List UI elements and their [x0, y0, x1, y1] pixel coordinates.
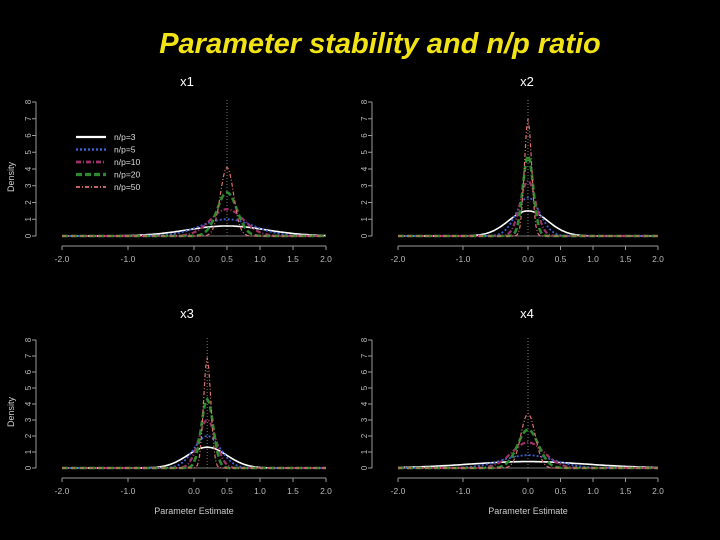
x-tick-label: 1.5 — [287, 486, 299, 496]
density-curve-np-20 — [62, 396, 326, 470]
y-tick-label: 4 — [360, 166, 369, 171]
x-tick-label: 0.5 — [221, 486, 233, 496]
density-curve-np-5 — [398, 196, 658, 237]
y-tick-label: 0 — [360, 233, 369, 238]
y-tick-label: 2 — [24, 200, 33, 205]
x-tick-label: -1.0 — [121, 486, 136, 496]
y-tick-label: 8 — [360, 99, 369, 104]
legend-label: n/p=3 — [114, 132, 136, 142]
x-tick-label: 0.5 — [555, 254, 567, 264]
y-tick-label: 5 — [24, 149, 33, 154]
x-tick-label: 0.5 — [555, 486, 567, 496]
x-tick-label: -2.0 — [391, 486, 406, 496]
y-tick-label: 1 — [24, 449, 33, 454]
y-tick-label: 4 — [24, 401, 33, 406]
y-tick-label: 6 — [360, 369, 369, 374]
density-curve-np-3 — [397, 460, 659, 469]
y-tick-label: 4 — [24, 166, 33, 171]
y-tick-label: 7 — [360, 116, 369, 121]
x-tick-label: -2.0 — [55, 486, 70, 496]
density-curve-np-10 — [62, 208, 326, 238]
x-tick-label: 1.0 — [254, 486, 266, 496]
y-axis-label: Density — [6, 396, 16, 427]
x-tick-label: 0.0 — [522, 486, 534, 496]
legend-label: n/p=20 — [114, 170, 141, 180]
x-tick-label: 0.5 — [221, 254, 233, 264]
chart-title: x2 — [520, 74, 534, 89]
chart-title: x4 — [520, 306, 534, 321]
x-tick-label: 1.5 — [287, 254, 299, 264]
density-curve-np-50 — [398, 412, 658, 469]
x-tick-label: -2.0 — [391, 254, 406, 264]
y-tick-label: 3 — [360, 183, 369, 188]
y-tick-label: 6 — [24, 369, 33, 374]
y-tick-label: 2 — [360, 433, 369, 438]
x-tick-label: 2.0 — [652, 254, 664, 264]
x-tick-label: -2.0 — [55, 254, 70, 264]
legend-label: n/p=5 — [114, 145, 136, 155]
y-tick-label: 2 — [360, 200, 369, 205]
x-tick-label: 0.0 — [188, 486, 200, 496]
x-tick-label: 0.0 — [188, 254, 200, 264]
x-tick-label: 1.0 — [587, 486, 599, 496]
chart-panel-x4: x4 0 1 2 3 4 5 6 7 8 -2.0 -1.0 0.0 0.5 1.0 1.5 2.0 Parame… — [360, 306, 664, 516]
x-axis-label: Parameter Estimate — [154, 506, 234, 516]
density-curve-np-50 — [62, 166, 326, 237]
x-axis-label: Parameter Estimate — [488, 506, 568, 516]
y-tick-label: 3 — [360, 417, 369, 422]
x-tick-label: -1.0 — [456, 486, 471, 496]
y-tick-label: 5 — [360, 149, 369, 154]
y-tick-label: 5 — [360, 385, 369, 390]
y-tick-label: 3 — [24, 183, 33, 188]
x-tick-label: 1.5 — [620, 254, 632, 264]
y-tick-label: 1 — [360, 216, 369, 221]
y-tick-label: 2 — [24, 433, 33, 438]
y-tick-label: 8 — [24, 337, 33, 342]
slide-title: Parameter stability and n/p ratio — [159, 28, 601, 60]
y-tick-label: 1 — [24, 216, 33, 221]
x-tick-label: 1.0 — [587, 254, 599, 264]
chart-panel-x2: x2 0 1 2 3 4 5 6 7 8 -2.0 -1.0 0.0 0.5 1.0 1.5 2.0 — [360, 74, 664, 264]
y-tick-label: 4 — [360, 401, 369, 406]
density-curve-np-50 — [62, 357, 326, 469]
x-tick-label: 0.0 — [522, 254, 534, 264]
y-tick-label: 5 — [24, 385, 33, 390]
x-tick-label: -1.0 — [456, 254, 471, 264]
y-tick-label: 1 — [360, 449, 369, 454]
legend-label: n/p=50 — [114, 182, 141, 192]
y-tick-label: 7 — [360, 353, 369, 358]
x-tick-label: -1.0 — [121, 254, 136, 264]
y-tick-label: 3 — [24, 417, 33, 422]
density-curve-np-20 — [398, 428, 658, 470]
y-tick-label: 0 — [360, 465, 369, 470]
y-tick-label: 0 — [24, 233, 33, 238]
x-tick-label: 1.0 — [254, 254, 266, 264]
x-tick-label: 1.5 — [620, 486, 632, 496]
y-tick-label: 7 — [24, 353, 33, 358]
legend-label: n/p=10 — [114, 157, 141, 167]
chart-panel-x3: x3 0 1 2 3 4 5 6 7 8 Density -2.0 -1.0 0.0 0.5 1.0 1.5 2.… — [6, 306, 332, 516]
y-tick-label: 6 — [24, 133, 33, 138]
x-tick-label: 2.0 — [652, 486, 664, 496]
y-tick-label: 7 — [24, 116, 33, 121]
chart-title: x3 — [180, 306, 194, 321]
y-tick-label: 6 — [360, 133, 369, 138]
x-tick-label: 2.0 — [320, 486, 332, 496]
y-tick-label: 0 — [24, 465, 33, 470]
y-tick-label: 8 — [24, 99, 33, 104]
x-tick-label: 2.0 — [320, 254, 332, 264]
chart-title: x1 — [180, 74, 194, 89]
y-tick-label: 8 — [360, 337, 369, 342]
chart-panel-x1: x1 0 1 2 3 4 5 6 7 8 Density -2.0 -1.0 0.0 0.5 1.0 1.5 2.… — [6, 74, 332, 264]
y-axis-label: Density — [6, 161, 16, 192]
density-curve-np-50 — [398, 118, 658, 237]
